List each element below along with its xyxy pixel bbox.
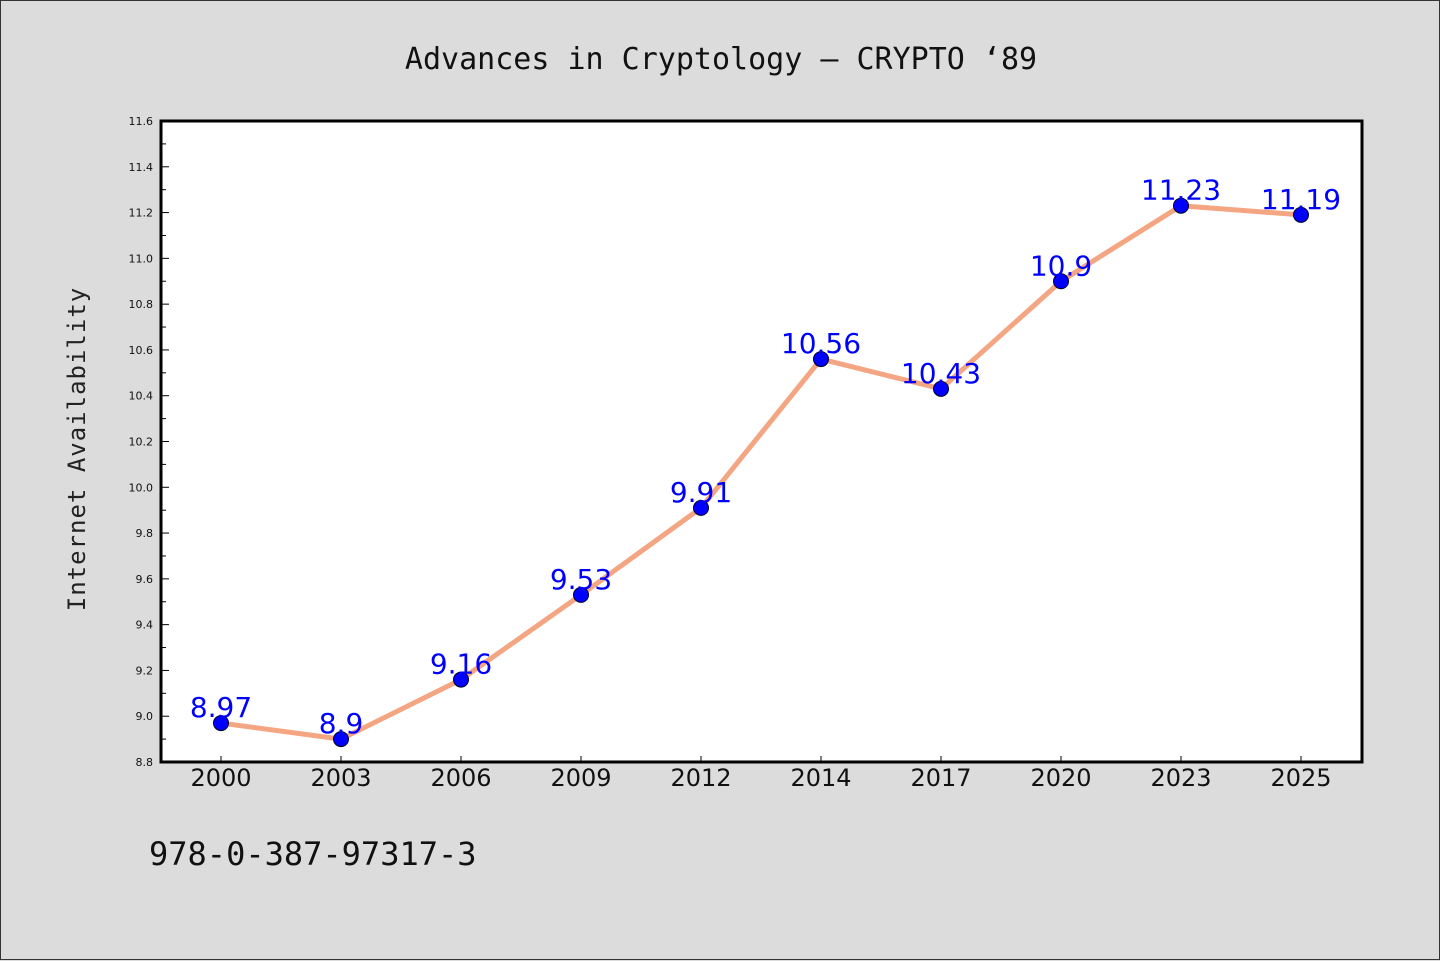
y-axis: 8.8 9.0 9.2 9.4 9.6 9.8 10.0 10.2 10.4 10.6 10.8 11… (129, 115, 169, 769)
data-point-marker (693, 499, 709, 516)
x-tick-label: 2017 (910, 764, 971, 792)
data-point-marker (813, 351, 829, 368)
x-tick-label: 2025 (1270, 764, 1331, 792)
data-point-marker (1173, 197, 1189, 214)
data-label: 8.97 (190, 691, 252, 724)
data-label: 11.19 (1261, 183, 1341, 216)
data-label: 8.9 (319, 707, 364, 740)
data-label: 9.16 (430, 648, 492, 681)
x-tick-label: 2003 (310, 764, 371, 792)
data-label: 10.9 (1030, 249, 1092, 282)
data-point-marker (213, 715, 229, 732)
series-group: 8.97 8.9 9.16 9.53 9.91 10.56 10.43 10.9 11.23 11… (190, 174, 1341, 748)
x-tick-label: 2023 (1150, 764, 1211, 792)
y-tick-label: 9.4 (136, 619, 154, 632)
data-label: 11.23 (1141, 174, 1221, 207)
data-point-marker (573, 586, 589, 603)
data-point-marker (453, 671, 469, 688)
y-tick-label: 9.6 (136, 573, 154, 586)
chart-title: Advances in Cryptology – CRYPTO ‘89 (405, 42, 1037, 77)
x-tick-label: 2012 (670, 764, 731, 792)
data-point-marker (333, 731, 349, 748)
y-tick-label: 8.8 (136, 756, 154, 769)
isbn-text: 978-0-387-97317-3 (149, 835, 477, 873)
y-tick-label: 9.0 (136, 710, 154, 723)
y-tick-label: 11.6 (129, 115, 154, 128)
y-tick-label: 10.4 (129, 390, 154, 403)
x-axis: 2000 2003 2006 2009 2012 2014 2017 2020 2023 2025 (190, 756, 1332, 792)
data-label: 9.53 (550, 563, 612, 596)
data-point-marker (1293, 206, 1309, 223)
data-label: 9.91 (670, 476, 732, 509)
y-tick-label: 10.8 (129, 298, 154, 311)
y-tick-label: 10.2 (129, 436, 154, 449)
data-point-marker (933, 380, 949, 397)
y-tick-label: 11.2 (129, 207, 154, 220)
y-tick-label: 10.6 (129, 344, 154, 357)
y-tick-label: 10.0 (129, 481, 154, 494)
x-tick-label: 2006 (430, 764, 491, 792)
data-label: 10.56 (781, 327, 861, 360)
data-label: 10.43 (901, 357, 981, 390)
data-point-marker (1053, 273, 1069, 290)
series-line (218, 203, 1304, 742)
x-tick-label: 2000 (190, 764, 251, 792)
y-tick-label: 9.8 (136, 527, 154, 540)
y-tick-label: 11.4 (129, 161, 154, 174)
y-axis-label: Internet Availability (63, 287, 91, 611)
plot-area (159, 119, 1364, 764)
x-tick-label: 2009 (550, 764, 611, 792)
x-tick-label: 2014 (790, 764, 851, 792)
y-tick-label: 11.0 (129, 252, 154, 265)
x-tick-label: 2020 (1030, 764, 1091, 792)
y-tick-label: 9.2 (136, 664, 154, 677)
